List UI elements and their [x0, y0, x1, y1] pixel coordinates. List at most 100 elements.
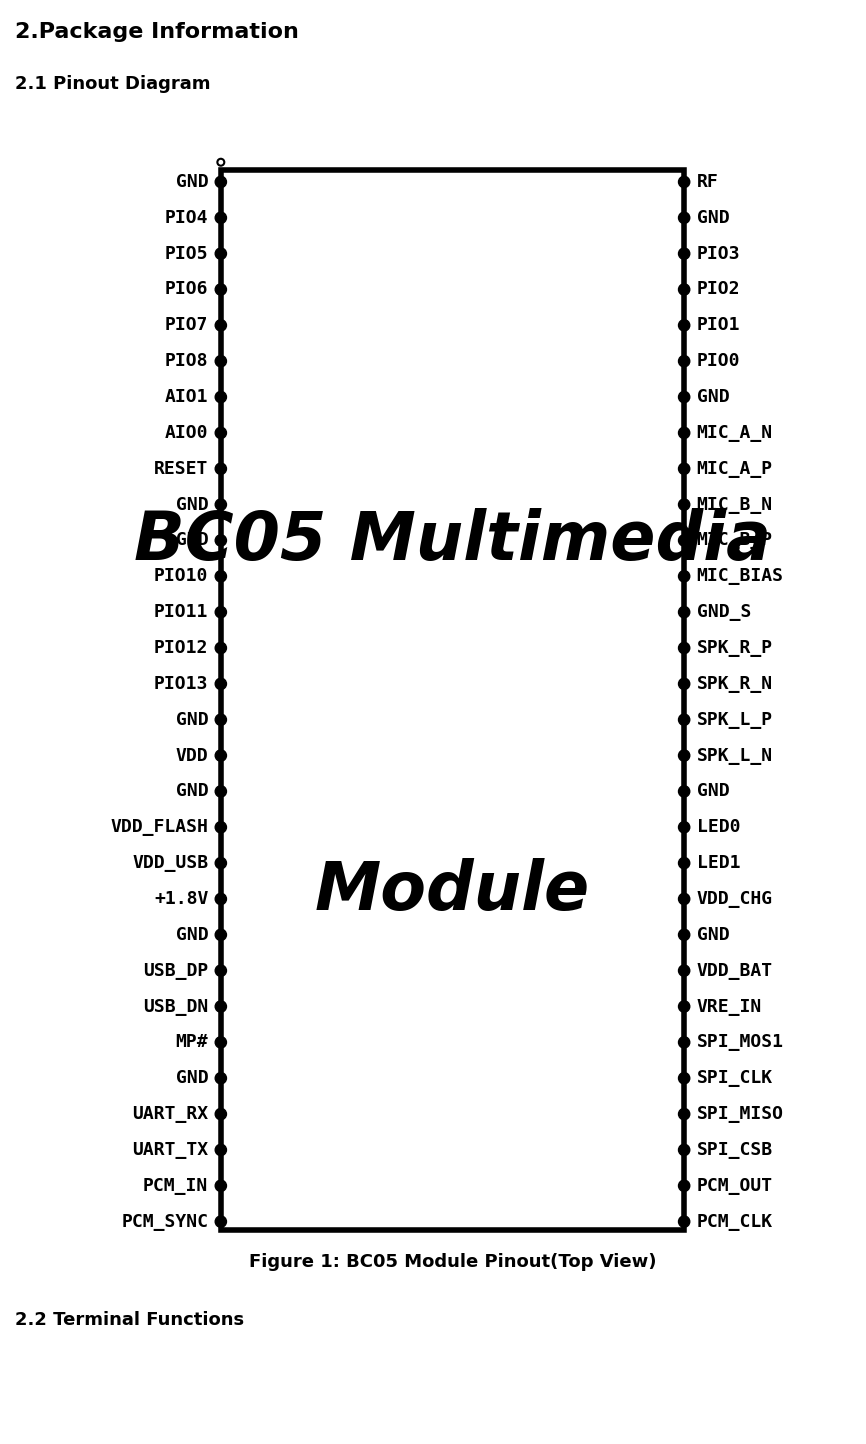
Ellipse shape: [216, 822, 227, 833]
Ellipse shape: [679, 1180, 689, 1191]
Ellipse shape: [216, 464, 227, 475]
Text: GND: GND: [176, 926, 208, 944]
Ellipse shape: [679, 643, 689, 654]
Text: MIC_A_N: MIC_A_N: [696, 425, 772, 442]
Text: SPI_MISO: SPI_MISO: [696, 1105, 784, 1123]
Text: GND: GND: [696, 209, 729, 227]
Ellipse shape: [679, 1073, 689, 1084]
Text: VDD_FLASH: VDD_FLASH: [110, 819, 208, 836]
Ellipse shape: [216, 1144, 227, 1155]
Ellipse shape: [679, 391, 689, 403]
Ellipse shape: [679, 749, 689, 761]
Ellipse shape: [216, 1216, 227, 1227]
Text: UART_RX: UART_RX: [132, 1105, 208, 1123]
Ellipse shape: [216, 606, 227, 618]
Text: VDD_USB: VDD_USB: [132, 853, 208, 872]
Ellipse shape: [216, 1109, 227, 1119]
Ellipse shape: [679, 822, 689, 833]
Ellipse shape: [216, 786, 227, 797]
Ellipse shape: [679, 928, 689, 940]
Text: PCM_SYNC: PCM_SYNC: [121, 1213, 208, 1230]
Ellipse shape: [216, 679, 227, 689]
Ellipse shape: [216, 248, 227, 260]
Text: PIO2: PIO2: [696, 280, 740, 299]
Text: SPI_MOS1: SPI_MOS1: [696, 1034, 784, 1051]
Text: GND: GND: [176, 783, 208, 800]
Ellipse shape: [216, 355, 227, 367]
Ellipse shape: [679, 858, 689, 869]
Ellipse shape: [216, 391, 227, 403]
Ellipse shape: [216, 749, 227, 761]
Ellipse shape: [679, 894, 689, 904]
Ellipse shape: [679, 427, 689, 439]
Text: 2.Package Information: 2.Package Information: [15, 22, 299, 42]
Text: UART_TX: UART_TX: [132, 1141, 208, 1160]
Text: USB_DN: USB_DN: [143, 998, 208, 1015]
Text: PIO1: PIO1: [696, 316, 740, 335]
Text: GND: GND: [696, 388, 729, 406]
Ellipse shape: [679, 176, 689, 188]
Text: PIO3: PIO3: [696, 244, 740, 263]
Ellipse shape: [679, 284, 689, 295]
Ellipse shape: [216, 1001, 227, 1012]
Ellipse shape: [216, 928, 227, 940]
Text: VRE_IN: VRE_IN: [696, 998, 762, 1015]
Text: PIO13: PIO13: [154, 674, 208, 693]
Text: MIC_BIAS: MIC_BIAS: [696, 567, 784, 585]
Ellipse shape: [216, 1180, 227, 1191]
Ellipse shape: [216, 643, 227, 654]
Ellipse shape: [216, 570, 227, 582]
Text: GND: GND: [696, 926, 729, 944]
Text: GND_S: GND_S: [696, 604, 751, 621]
Text: 2.1 Pinout Diagram: 2.1 Pinout Diagram: [15, 75, 210, 92]
Ellipse shape: [216, 894, 227, 904]
Text: SPK_L_P: SPK_L_P: [696, 710, 772, 729]
Text: +1.8V: +1.8V: [154, 890, 208, 908]
Ellipse shape: [679, 606, 689, 618]
Ellipse shape: [216, 176, 227, 188]
Text: PCM_IN: PCM_IN: [143, 1177, 208, 1194]
Text: RESET: RESET: [154, 459, 208, 478]
Text: BC05 Multimedia: BC05 Multimedia: [134, 508, 771, 575]
Ellipse shape: [679, 319, 689, 331]
Text: VDD_BAT: VDD_BAT: [696, 962, 772, 979]
Text: Figure 1: BC05 Module Pinout(Top View): Figure 1: BC05 Module Pinout(Top View): [249, 1253, 656, 1271]
Ellipse shape: [216, 212, 227, 224]
Ellipse shape: [679, 248, 689, 260]
Ellipse shape: [216, 965, 227, 976]
Ellipse shape: [216, 858, 227, 869]
Text: PIO12: PIO12: [154, 640, 208, 657]
Text: PIO6: PIO6: [165, 280, 208, 299]
Text: MIC_B_N: MIC_B_N: [696, 495, 772, 514]
Ellipse shape: [679, 679, 689, 689]
Text: PIO8: PIO8: [165, 352, 208, 370]
Text: PIO11: PIO11: [154, 604, 208, 621]
Text: GND: GND: [176, 531, 208, 550]
Text: PIO10: PIO10: [154, 567, 208, 585]
Text: Module: Module: [315, 858, 590, 924]
Ellipse shape: [679, 1216, 689, 1227]
Text: AIO1: AIO1: [165, 388, 208, 406]
Ellipse shape: [216, 1073, 227, 1084]
Text: VDD: VDD: [176, 747, 208, 764]
Bar: [221, 170, 684, 1230]
Ellipse shape: [216, 319, 227, 331]
Text: PIO7: PIO7: [165, 316, 208, 335]
Ellipse shape: [216, 1037, 227, 1048]
Ellipse shape: [679, 570, 689, 582]
Ellipse shape: [679, 1037, 689, 1048]
Text: GND: GND: [176, 1069, 208, 1087]
Ellipse shape: [679, 786, 689, 797]
Text: SPI_CLK: SPI_CLK: [696, 1069, 772, 1087]
Text: 2.2 Terminal Functions: 2.2 Terminal Functions: [15, 1311, 244, 1328]
Ellipse shape: [679, 355, 689, 367]
Text: PIO5: PIO5: [165, 244, 208, 263]
Text: LED1: LED1: [696, 853, 740, 872]
Ellipse shape: [679, 715, 689, 725]
Ellipse shape: [216, 534, 227, 546]
Ellipse shape: [216, 500, 227, 510]
Ellipse shape: [679, 500, 689, 510]
Text: GND: GND: [176, 710, 208, 729]
Ellipse shape: [679, 1001, 689, 1012]
Text: RF: RF: [696, 173, 719, 191]
